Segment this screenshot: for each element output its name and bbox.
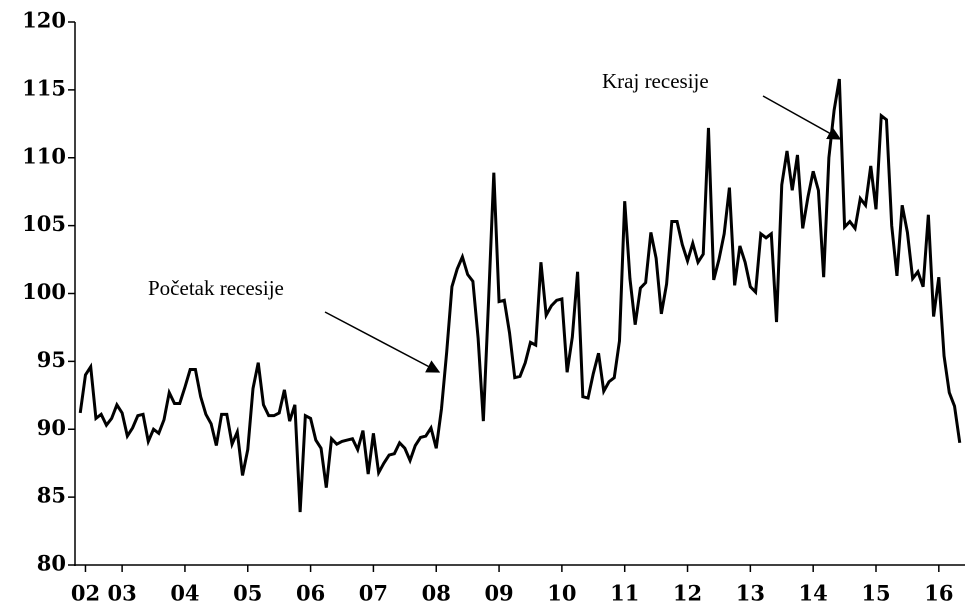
- x-tick-label: 02: [71, 581, 100, 606]
- x-tick-label: 03: [108, 581, 137, 606]
- y-tick-label: 90: [37, 415, 66, 440]
- x-tick-label: 11: [610, 581, 639, 606]
- x-tick-label: 12: [673, 581, 702, 606]
- x-tick-label: 08: [422, 581, 451, 606]
- annotation: Početak recesije: [148, 276, 284, 300]
- annotation: Kraj recesije: [602, 69, 709, 93]
- y-tick-label: 80: [37, 551, 66, 576]
- annotation-arrow: [762, 95, 842, 140]
- x-tick-label: 14: [799, 581, 828, 606]
- y-tick-label: 105: [22, 211, 66, 236]
- x-tick-label: 04: [170, 581, 199, 606]
- y-tick-label: 120: [22, 8, 66, 33]
- x-tick-label: 13: [736, 581, 765, 606]
- y-tick-label: 100: [22, 279, 66, 304]
- x-tick-label: 09: [484, 581, 513, 606]
- y-tick-label: 85: [37, 483, 66, 508]
- x-tick-label: 05: [233, 581, 262, 606]
- y-tick-label: 115: [22, 75, 66, 100]
- x-tick-label: 06: [296, 581, 325, 606]
- x-tick-label: 10: [547, 581, 576, 606]
- x-tick-label: 07: [359, 581, 388, 606]
- y-tick-label: 95: [37, 347, 66, 372]
- y-tick-label: 110: [22, 143, 66, 168]
- annotation-arrow: [324, 311, 441, 373]
- data-line: [78, 78, 962, 513]
- x-tick-label: 16: [924, 581, 953, 606]
- x-tick-label: 15: [861, 581, 890, 606]
